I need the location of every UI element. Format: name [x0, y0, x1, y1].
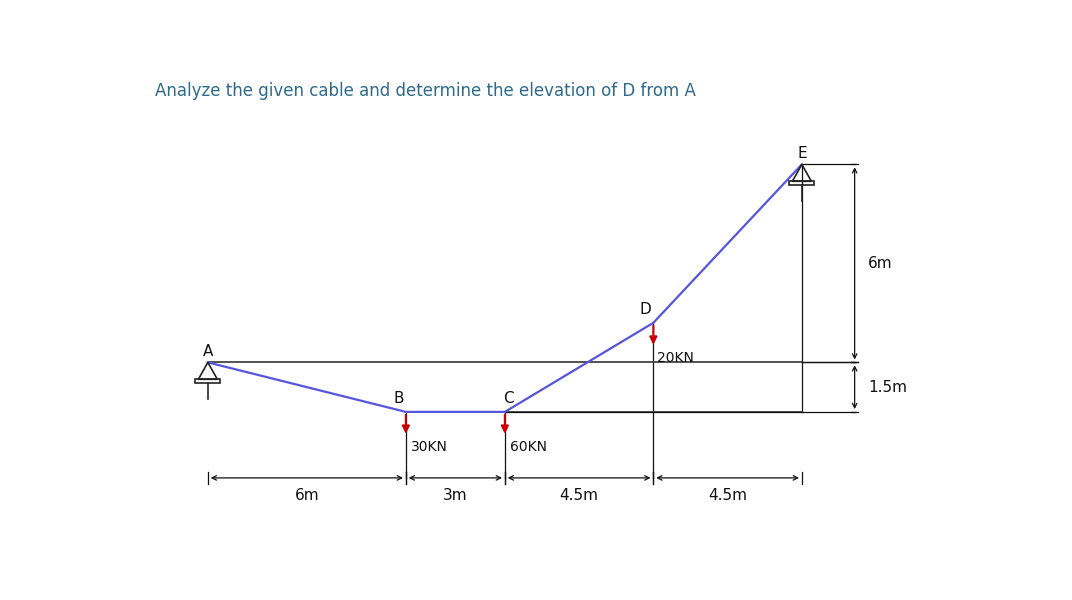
Text: C: C [503, 391, 513, 406]
Text: E: E [798, 146, 806, 161]
Text: 1.5m: 1.5m [868, 380, 907, 395]
Text: A: A [203, 344, 213, 359]
Bar [195, 379, 220, 383]
Bar [789, 181, 815, 185]
Text: 3m: 3m [443, 488, 467, 503]
Text: B: B [393, 391, 404, 406]
Text: Analyze the given cable and determine the elevation of D from A: Analyze the given cable and determine th… [155, 82, 696, 100]
Text: D: D [640, 302, 652, 317]
Text: 60KN: 60KN [510, 440, 547, 454]
Text: 20KN: 20KN [657, 351, 695, 365]
Text: 6m: 6m [295, 488, 319, 503]
Text: 4.5m: 4.5m [560, 488, 598, 503]
Text: 6m: 6m [868, 256, 893, 271]
Text: 4.5m: 4.5m [709, 488, 747, 503]
Text: 30KN: 30KN [411, 440, 448, 454]
